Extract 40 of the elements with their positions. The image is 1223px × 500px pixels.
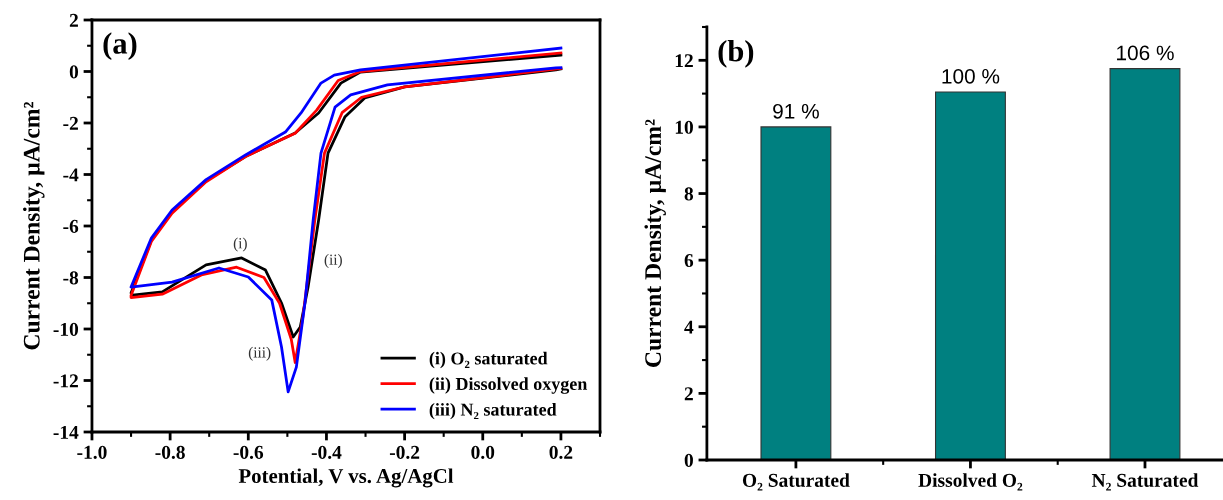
legend-label: (i) O₂ saturated [429, 351, 548, 369]
y-tick-label: -2 [63, 116, 78, 130]
y-tick-label: 6 [684, 254, 694, 268]
x-tick-label: -0.2 [389, 445, 420, 459]
y-tick-label: -6 [63, 219, 79, 233]
legend-label: (ii) Dissolved oxygen [429, 377, 588, 394]
y-tick-label: 2 [684, 387, 693, 401]
x-tick-label: -0.6 [233, 445, 264, 459]
y-tick-label: 4 [684, 320, 694, 334]
x-tick-label: -1.0 [77, 445, 107, 459]
annotation: 91 % [773, 103, 819, 119]
y-tick-label: -10 [53, 322, 79, 336]
x-tick-label: -0.8 [155, 445, 185, 459]
y-tick-label: 12 [675, 54, 693, 68]
annotation: (ii) [324, 254, 342, 268]
annotation: 106 % [1117, 45, 1174, 61]
y-tick-label: 0 [69, 65, 79, 79]
y-axis-title: Current Density, µA/cm² [23, 101, 45, 350]
y-tick-label: -14 [53, 425, 79, 439]
annotation: (iii) [248, 346, 271, 361]
x-tick-label: Dissolved O₂ [918, 473, 1023, 491]
x-tick-label: -0.4 [311, 445, 342, 459]
x-tick-label: O₂ Saturated [742, 473, 850, 491]
x-tick-label: 0.0 [471, 445, 495, 459]
x-tick-label: 0.2 [549, 445, 573, 459]
x-axis-title: Potential, V vs. Ag/AgCl [238, 468, 454, 488]
y-tick-label: 2 [69, 13, 78, 27]
y-tick-label: 8 [684, 187, 694, 201]
chart-title: (b) [718, 39, 754, 68]
chart-title: (a) [103, 32, 137, 61]
annotation: (i) [233, 237, 247, 252]
annotation: 100 % [942, 68, 1000, 84]
x-tick-label: N₂ Saturated [1091, 473, 1199, 491]
y-axis-title: Current Density, µA/cm² [644, 119, 666, 367]
y-tick-label: -12 [53, 374, 78, 388]
y-tick-label: 10 [675, 120, 693, 134]
y-tick-label: 0 [684, 453, 693, 467]
y-tick-label: -4 [63, 168, 79, 182]
y-tick-label: -8 [63, 271, 79, 285]
legend-label: (iii) N₂ saturated [429, 402, 557, 420]
